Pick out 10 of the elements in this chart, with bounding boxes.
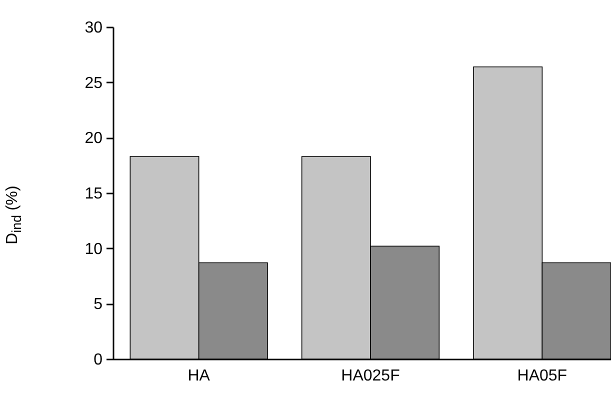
y-tick-label: 0 bbox=[94, 352, 103, 368]
x-tick-label: HA bbox=[188, 368, 210, 384]
y-tick-label: 10 bbox=[84, 240, 103, 258]
y-tick-label: 30 bbox=[84, 20, 103, 36]
y-tick-label: 20 bbox=[84, 130, 103, 148]
y-tick-label: 15 bbox=[84, 186, 103, 202]
x-tick-label: HA025F bbox=[341, 368, 400, 384]
y-tick-label: 5 bbox=[94, 296, 103, 314]
x-tick-label: HA05F bbox=[517, 368, 568, 384]
y-tick-label: 25 bbox=[84, 74, 103, 92]
